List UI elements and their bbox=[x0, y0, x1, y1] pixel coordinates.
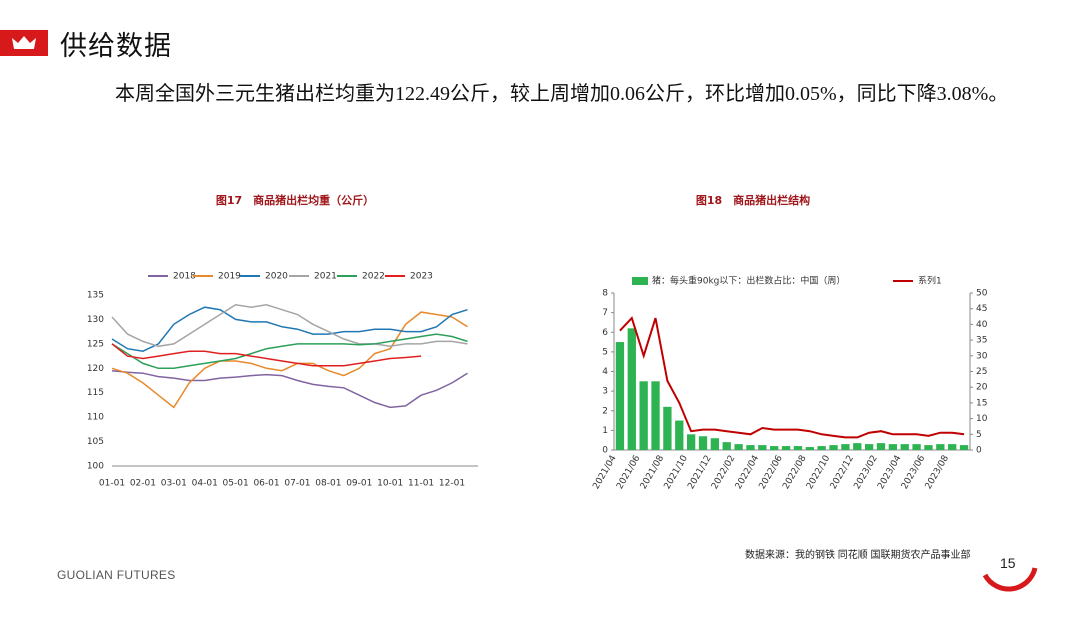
bar bbox=[710, 438, 720, 450]
bar bbox=[651, 381, 660, 450]
bar bbox=[639, 381, 648, 450]
y2-tick-label: 15 bbox=[976, 398, 987, 408]
y2-tick-label: 35 bbox=[976, 336, 987, 346]
bar bbox=[781, 446, 791, 450]
y-tick-label: 130 bbox=[87, 315, 104, 325]
body-text: 本周全国外三元生猪出栏均重为122.49公斤，较上周增加0.06公斤，环比增加0… bbox=[115, 83, 1009, 105]
series-line bbox=[111, 304, 468, 348]
bar bbox=[627, 328, 636, 450]
page-arc bbox=[982, 567, 1038, 592]
bar bbox=[959, 445, 969, 450]
y-tick-label: 5 bbox=[602, 347, 608, 357]
bar bbox=[758, 445, 767, 450]
source-note: 数据来源：我的钢铁 同花顺 国联期货农产品事业部 bbox=[745, 550, 971, 561]
title-badge bbox=[0, 30, 48, 56]
y2-tick-label: 20 bbox=[976, 383, 988, 393]
bar bbox=[841, 444, 850, 450]
bar bbox=[805, 447, 814, 450]
bar bbox=[663, 406, 672, 450]
y2-tick-label: 25 bbox=[976, 367, 987, 377]
bar bbox=[853, 443, 862, 450]
bar bbox=[829, 445, 838, 450]
legend-swatch bbox=[632, 277, 648, 285]
x-tick-label: 05-01 bbox=[223, 479, 249, 489]
bar bbox=[912, 444, 921, 450]
bar bbox=[722, 442, 731, 450]
y-tick-label: 6 bbox=[602, 328, 608, 338]
page-number: 15 bbox=[1000, 555, 1016, 571]
bar bbox=[675, 420, 684, 450]
brand: GUOLIAN FUTURES bbox=[57, 568, 176, 582]
bar bbox=[698, 436, 708, 450]
bar bbox=[746, 445, 755, 450]
x-tick-label: 08-01 bbox=[315, 479, 341, 489]
y-tick-label: 7 bbox=[602, 308, 608, 318]
legend-label: 系列1 bbox=[918, 275, 942, 287]
x-tick-label: 07-01 bbox=[284, 479, 310, 489]
bar bbox=[924, 445, 933, 450]
bar bbox=[817, 446, 826, 450]
bar bbox=[900, 444, 909, 450]
legend-label: 2021 bbox=[314, 272, 337, 282]
legend-label: 2018 bbox=[173, 272, 196, 282]
x-tick-label: 11-01 bbox=[408, 479, 434, 489]
y-tick-label: 105 bbox=[87, 437, 104, 447]
legend-label: 2020 bbox=[265, 272, 288, 282]
bar bbox=[936, 444, 945, 450]
y2-tick-label: 40 bbox=[976, 320, 988, 330]
y-tick-label: 3 bbox=[602, 387, 608, 397]
y2-tick-label: 50 bbox=[976, 289, 988, 299]
slide-title: 供给数据 bbox=[60, 31, 172, 61]
legend-label: 2022 bbox=[362, 272, 385, 282]
series-line bbox=[111, 311, 468, 409]
bar bbox=[888, 444, 898, 450]
x-tick-label: 06-01 bbox=[253, 479, 279, 489]
bar bbox=[876, 443, 886, 450]
y-tick-label: 0 bbox=[602, 446, 608, 456]
series-line bbox=[111, 369, 468, 409]
x-tick-label: 01-01 bbox=[99, 479, 125, 489]
x-tick-label: 2023/08 bbox=[924, 454, 951, 492]
y2-tick-label: 30 bbox=[976, 351, 988, 361]
y-tick-label: 1 bbox=[602, 426, 608, 436]
y2-tick-label: 0 bbox=[976, 446, 982, 456]
x-tick-label: 03-01 bbox=[161, 479, 187, 489]
series-line bbox=[111, 306, 468, 352]
x-tick-label: 10-01 bbox=[377, 479, 403, 489]
bar bbox=[734, 444, 743, 450]
legend-label: 2023 bbox=[410, 272, 433, 282]
bar bbox=[770, 446, 779, 450]
y-tick-label: 2 bbox=[602, 406, 608, 416]
chart-title: 图17 商品猪出栏均重（公斤） bbox=[216, 193, 374, 207]
y-tick-label: 8 bbox=[602, 289, 608, 299]
bar bbox=[864, 444, 874, 450]
legend-label: 猪：每头重90kg以下：出栏数占比：中国（周） bbox=[652, 275, 845, 287]
y-tick-label: 115 bbox=[87, 388, 104, 398]
y-tick-label: 135 bbox=[87, 291, 104, 301]
series-line bbox=[619, 316, 965, 439]
y-tick-label: 120 bbox=[87, 364, 104, 374]
y-tick-label: 100 bbox=[87, 462, 104, 472]
series-line bbox=[111, 333, 468, 370]
y2-tick-label: 45 bbox=[976, 304, 987, 314]
y2-tick-label: 10 bbox=[976, 414, 988, 424]
series-line bbox=[111, 343, 422, 367]
bar bbox=[948, 444, 957, 450]
x-tick-label: 09-01 bbox=[346, 479, 372, 489]
x-tick-label: 12-01 bbox=[439, 479, 465, 489]
chart-title: 图18 商品猪出栏结构 bbox=[696, 193, 810, 207]
legend-label: 2019 bbox=[218, 272, 241, 282]
bar bbox=[615, 342, 625, 450]
crown-icon bbox=[12, 36, 36, 49]
bar bbox=[686, 434, 696, 450]
x-tick-label: 02-01 bbox=[130, 479, 156, 489]
y-tick-label: 110 bbox=[87, 413, 104, 423]
y2-tick-label: 5 bbox=[976, 430, 982, 440]
y-tick-label: 4 bbox=[602, 367, 608, 377]
x-tick-label: 04-01 bbox=[192, 479, 218, 489]
y-tick-label: 125 bbox=[87, 339, 104, 349]
bar bbox=[793, 446, 803, 450]
